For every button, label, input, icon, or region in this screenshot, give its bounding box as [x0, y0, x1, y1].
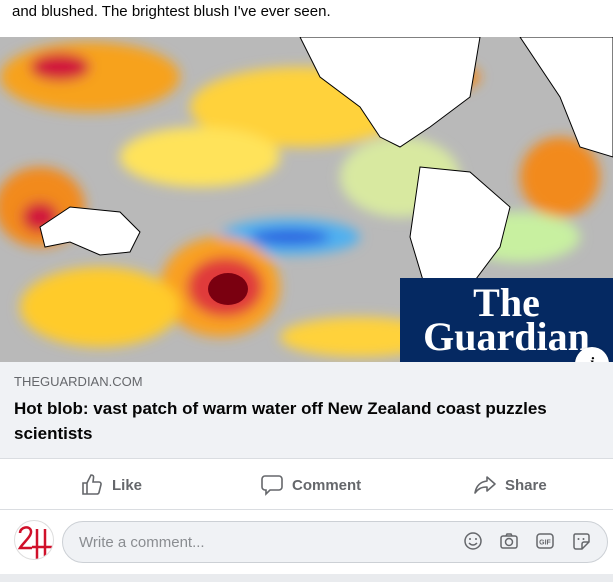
link-preview[interactable]: THEGUARDIAN.COM Hot blob: vast patch of …: [0, 362, 613, 459]
avatar[interactable]: [14, 520, 54, 560]
share-icon: [474, 476, 496, 494]
svg-text:GIF: GIF: [539, 540, 551, 547]
comment-row: Write a comment... GIF: [0, 510, 613, 574]
link-preview-image[interactable]: The Guardian i: [0, 37, 613, 362]
like-button[interactable]: Like: [80, 460, 142, 510]
hot-blob: [208, 273, 248, 305]
feed-divider: [0, 574, 613, 582]
avatar-logo: [17, 526, 52, 559]
gif-icon[interactable]: GIF: [535, 531, 555, 551]
camera-icon[interactable]: [499, 531, 519, 551]
info-button[interactable]: i: [575, 347, 609, 362]
post-actions: Like Comment Share: [0, 460, 613, 510]
thumbs-up-icon: [82, 474, 102, 495]
sticker-icon[interactable]: [571, 531, 591, 551]
comment-placeholder: Write a comment...: [79, 534, 205, 551]
sea-temperature-map: [0, 37, 613, 362]
share-button[interactable]: Share: [473, 460, 547, 510]
link-title[interactable]: Hot blob: vast patch of warm water off N…: [14, 399, 547, 443]
link-domain: THEGUARDIAN.COM: [14, 374, 143, 389]
post-caption: and blushed. The brightest blush I've ev…: [12, 3, 331, 20]
guardian-logo: The Guardian: [400, 278, 613, 362]
emoji-icon[interactable]: [463, 531, 483, 551]
comment-button[interactable]: Comment: [260, 460, 361, 510]
comment-icon: [261, 475, 283, 496]
comment-input[interactable]: Write a comment... GIF: [62, 521, 608, 563]
